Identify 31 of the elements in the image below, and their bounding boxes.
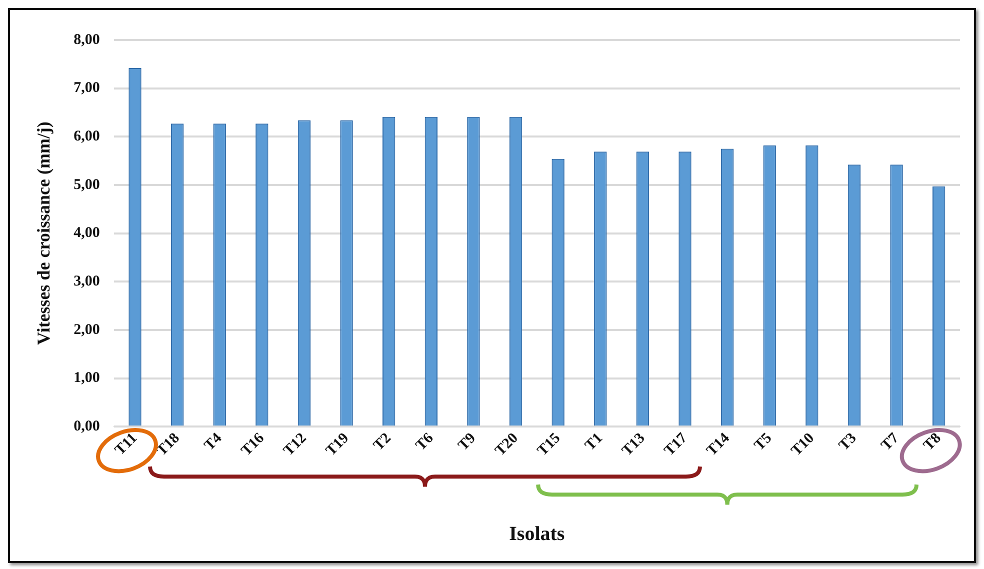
x-tick-label: T13 [619,430,648,460]
x-tick-label: T16 [238,430,268,460]
x-tick-label: T8 [920,430,944,454]
x-tick-label: T9 [455,430,480,454]
y-tick-label: 8,00 [74,32,100,48]
x-tick-label: T6 [413,430,438,454]
x-tick-label: T15 [534,430,564,460]
y-tick-label: 3,00 [74,273,100,290]
y-axis-title: Vitesses de croissance (mm/j) [33,122,54,346]
x-tick-label: T17 [662,430,691,460]
x-tick-label: T19 [323,430,352,460]
x-tick-label: T2 [370,430,394,454]
x-tick-label: T11 [112,430,141,459]
x-tick-label: T10 [788,430,818,460]
y-tick-label: 5,00 [74,176,100,193]
y-tick-label: 4,00 [74,225,100,242]
y-tick-label: 7,00 [74,80,100,96]
x-tick-label: T5 [751,430,776,454]
x-tick-label: T7 [878,430,902,454]
y-tick-label: 0,00 [74,418,100,434]
x-axis-title: Isolats [509,523,565,546]
x-tick-label: T1 [582,430,606,454]
x-tick-label: T4 [201,430,226,454]
y-tick-label: 6,00 [74,128,100,145]
y-tick-label: 2,00 [74,322,100,338]
x-tick-label: T14 [704,430,734,460]
x-tick-label: T12 [280,430,310,460]
x-tick-label: T18 [154,430,183,460]
x-tick-label: T20 [492,430,522,460]
x-tick-label: T3 [836,430,860,454]
y-tick-label: 1,00 [74,370,100,386]
